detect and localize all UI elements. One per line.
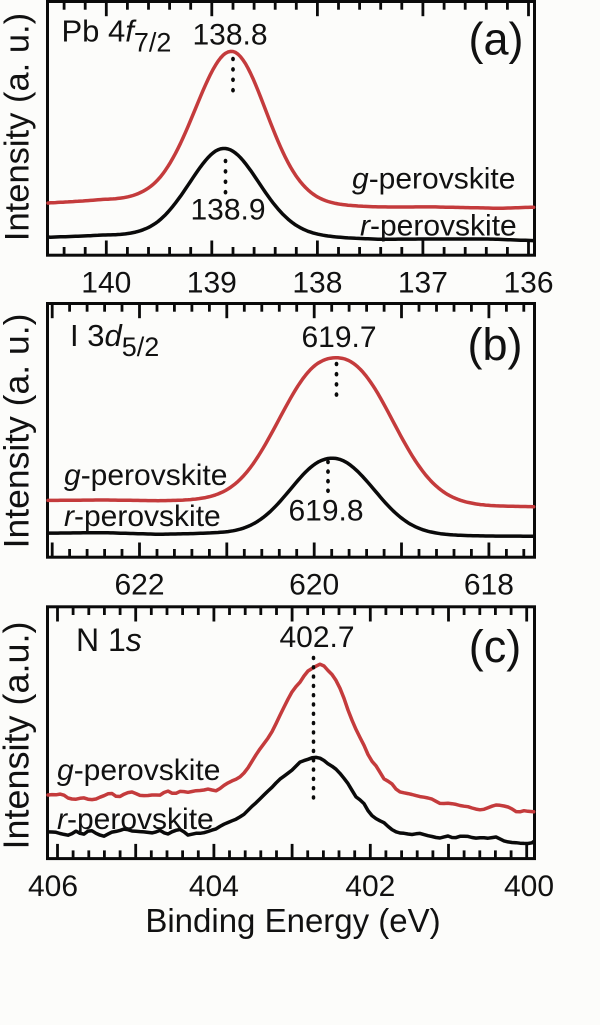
svg-text:402.7: 402.7 xyxy=(279,621,354,654)
svg-text:139: 139 xyxy=(187,267,237,300)
svg-text:Intensity (a. u.): Intensity (a. u.) xyxy=(0,13,37,241)
svg-text:620: 620 xyxy=(289,569,339,602)
svg-text:138.9: 138.9 xyxy=(190,194,265,227)
svg-text:(a): (a) xyxy=(469,14,524,65)
svg-text:g-perovskite: g-perovskite xyxy=(352,163,515,196)
svg-text:r-perovskite: r-perovskite xyxy=(57,803,214,836)
svg-text:400: 400 xyxy=(504,870,554,903)
svg-text:g-perovskite: g-perovskite xyxy=(57,754,220,787)
svg-text:Intensity (a. u.): Intensity (a. u.) xyxy=(0,314,37,549)
svg-text:Binding Energy (eV): Binding Energy (eV) xyxy=(145,902,440,939)
svg-text:r-perovskite: r-perovskite xyxy=(360,210,517,243)
svg-text:140: 140 xyxy=(81,267,131,300)
svg-text:404: 404 xyxy=(189,870,239,903)
svg-text:Intensity (a.u.): Intensity (a.u.) xyxy=(0,621,37,849)
svg-text:(b): (b) xyxy=(468,319,523,370)
svg-text:138: 138 xyxy=(292,267,342,300)
svg-text:N 1s: N 1s xyxy=(76,622,142,658)
svg-text:(c): (c) xyxy=(469,621,521,672)
svg-text:137: 137 xyxy=(398,267,448,300)
svg-text:136: 136 xyxy=(503,267,553,300)
svg-text:406: 406 xyxy=(28,870,78,903)
svg-text:138.8: 138.8 xyxy=(192,19,267,52)
svg-text:618: 618 xyxy=(464,569,514,602)
svg-text:r-perovskite: r-perovskite xyxy=(64,500,221,533)
svg-text:g-perovskite: g-perovskite xyxy=(64,459,227,492)
svg-text:402: 402 xyxy=(345,870,395,903)
svg-text:622: 622 xyxy=(114,569,164,602)
svg-text:619.8: 619.8 xyxy=(288,495,363,528)
svg-text:619.7: 619.7 xyxy=(301,321,376,354)
